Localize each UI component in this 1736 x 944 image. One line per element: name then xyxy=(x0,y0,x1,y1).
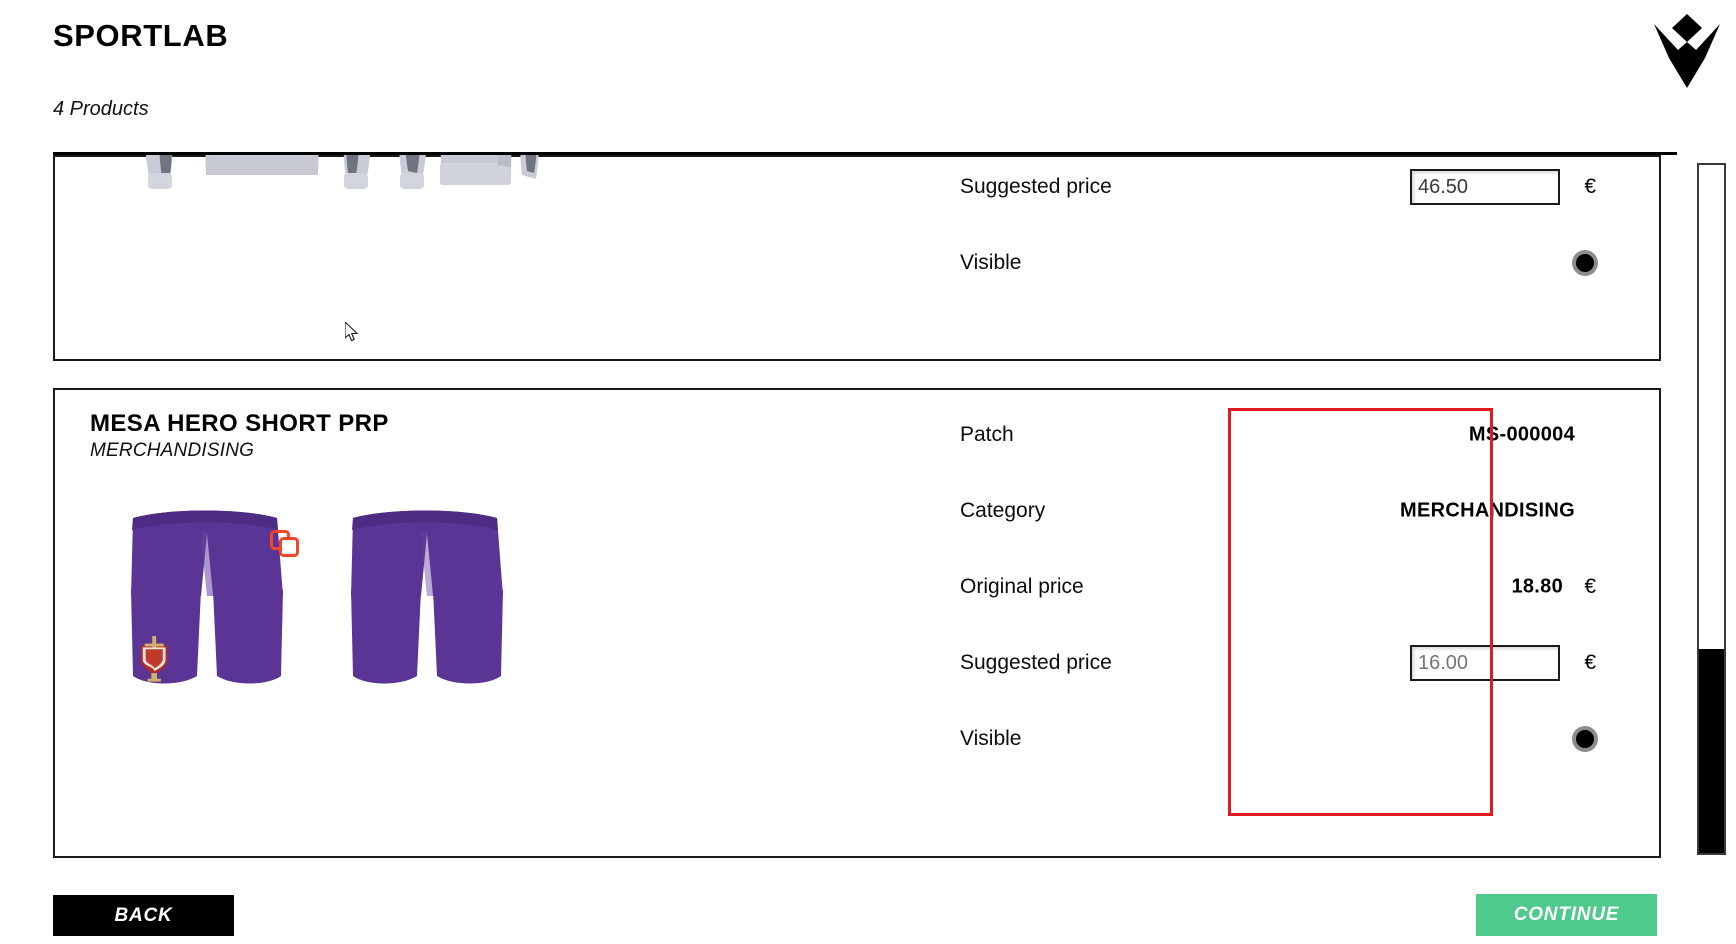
back-button[interactable]: BACK xyxy=(53,895,234,936)
spec-label: Visible xyxy=(960,727,1022,750)
patch-value: MS-000004 xyxy=(1468,423,1575,446)
currency-symbol: € xyxy=(1584,575,1596,598)
product-category-subtitle: MERCHANDISING xyxy=(90,440,255,461)
product-spec-list: Suggested price € Visible xyxy=(960,157,1660,359)
suggested-price-input[interactable] xyxy=(1410,645,1560,681)
product-image xyxy=(90,390,610,856)
product-image xyxy=(90,155,610,359)
spec-row-visible: Visible xyxy=(960,718,1660,760)
suggested-price-input[interactable] xyxy=(1410,169,1560,205)
original-price-value: 18.80 xyxy=(1511,575,1563,598)
spec-label: Suggested price xyxy=(960,175,1112,198)
page-header: SPORTLAB 4 Products xyxy=(0,0,1736,155)
spec-label: Patch xyxy=(960,423,1014,446)
spec-row-suggested-price: Suggested price € xyxy=(960,166,1660,208)
continue-button[interactable]: CONTINUE xyxy=(1476,894,1657,936)
product-card[interactable]: MESA HERO SHORT PRP MERCHANDISING xyxy=(53,388,1661,858)
product-card[interactable]: Suggested price € Visible xyxy=(53,155,1661,361)
mouse-cursor xyxy=(344,320,359,342)
vertical-scrollbar[interactable] xyxy=(1697,163,1726,855)
spec-row-original-price: Original price 18.80 € xyxy=(960,566,1660,608)
spec-row-category: Category MERCHANDISING xyxy=(960,490,1660,532)
page-title: SPORTLAB xyxy=(53,18,229,53)
spec-label: Original price xyxy=(960,575,1084,598)
duplicate-icon[interactable] xyxy=(270,530,300,558)
product-name: MESA HERO SHORT PRP xyxy=(90,410,389,437)
spec-label: Category xyxy=(960,499,1046,522)
product-spec-list: Patch MS-000004 Category MERCHANDISING O… xyxy=(960,390,1660,856)
currency-symbol: € xyxy=(1584,651,1596,674)
visible-toggle[interactable] xyxy=(1572,250,1598,276)
product-list-scroll-area[interactable]: Suggested price € Visible MESA HERO SHOR… xyxy=(0,155,1690,860)
header-divider xyxy=(53,152,1677,155)
spec-row-visible: Visible xyxy=(960,242,1660,284)
currency-symbol: € xyxy=(1584,175,1596,198)
visible-toggle[interactable] xyxy=(1572,726,1598,752)
spec-label: Suggested price xyxy=(960,651,1112,674)
category-value: MERCHANDISING xyxy=(1399,499,1575,522)
spec-row-patch: Patch MS-000004 xyxy=(960,414,1660,456)
product-count-label: 4 Products xyxy=(53,98,149,120)
spec-label: Visible xyxy=(960,251,1022,274)
spec-row-suggested-price: Suggested price € xyxy=(960,642,1660,684)
scrollbar-thumb[interactable] xyxy=(1699,649,1724,853)
macron-logo-icon xyxy=(1650,6,1724,92)
